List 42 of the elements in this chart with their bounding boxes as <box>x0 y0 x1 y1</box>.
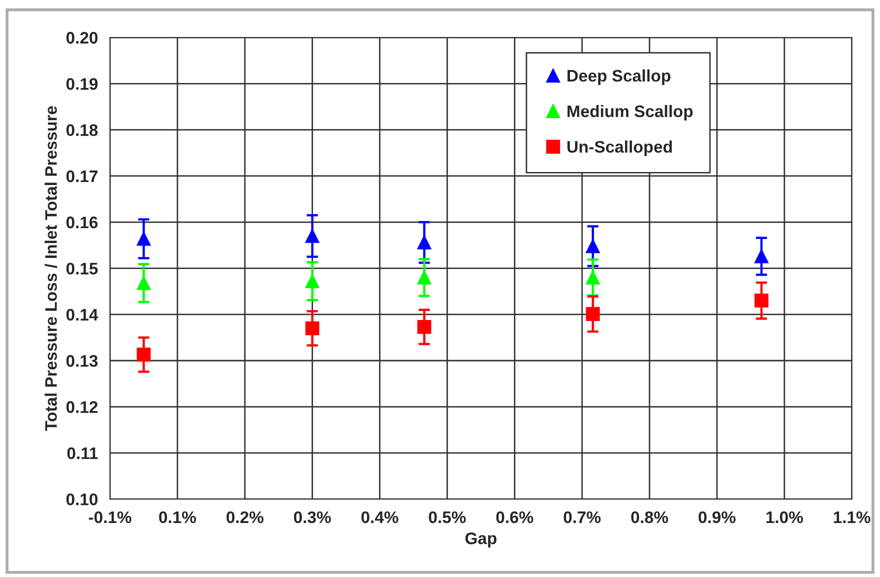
point <box>136 276 151 290</box>
y-tick-label: 0.12 <box>66 401 98 413</box>
point <box>586 307 600 321</box>
y-tick-label: 0.19 <box>66 78 98 90</box>
x-axis-title: Gap <box>465 532 496 548</box>
point <box>417 236 432 250</box>
x-tick-label: 0.7% <box>564 511 601 524</box>
x-tick-label: 0.9% <box>698 511 736 524</box>
point <box>417 270 432 284</box>
x-tick-label: 0.6% <box>496 511 534 524</box>
y-tick-label: 0.10 <box>66 494 98 506</box>
point <box>136 232 151 246</box>
point <box>136 348 151 362</box>
y-tick-label: 0.14 <box>66 308 98 321</box>
point <box>754 294 768 308</box>
point <box>305 321 320 336</box>
point <box>305 274 320 288</box>
point <box>305 229 320 243</box>
legend-label: Medium Scallop <box>568 104 693 120</box>
y-tick-label: 0.15 <box>66 262 98 275</box>
y-tick-label: 0.13 <box>66 355 98 367</box>
y-tick-label: 0.16 <box>66 216 98 228</box>
legend-label: Deep Scallop <box>568 69 670 85</box>
x-tick-label: 1.0% <box>766 511 803 524</box>
x-tick-label: 0.4% <box>361 511 398 524</box>
y-axis-title: Total Pressure Loss / Inlet Total Pressure <box>44 106 58 431</box>
x-tick-label: 0.1% <box>159 511 196 524</box>
y-tick-label: 0.11 <box>67 447 98 460</box>
x-tick-label: -0.1% <box>88 511 132 524</box>
legend-label: Un-Scalloped <box>567 140 672 156</box>
y-tick-label: 0.20 <box>66 32 98 44</box>
x-tick-label: 0.3% <box>294 511 331 524</box>
x-tick-label: 0.5% <box>428 511 466 524</box>
x-tick-label: 0.8% <box>631 511 668 524</box>
point <box>754 249 768 264</box>
y-tick-label: 0.17 <box>66 170 98 182</box>
point <box>586 239 600 254</box>
point <box>586 270 600 284</box>
y-tick-label: 0.18 <box>66 124 98 136</box>
point <box>417 320 432 334</box>
x-tick-label: 1.1% <box>834 511 870 524</box>
x-tick-label: 0.2% <box>226 511 264 524</box>
